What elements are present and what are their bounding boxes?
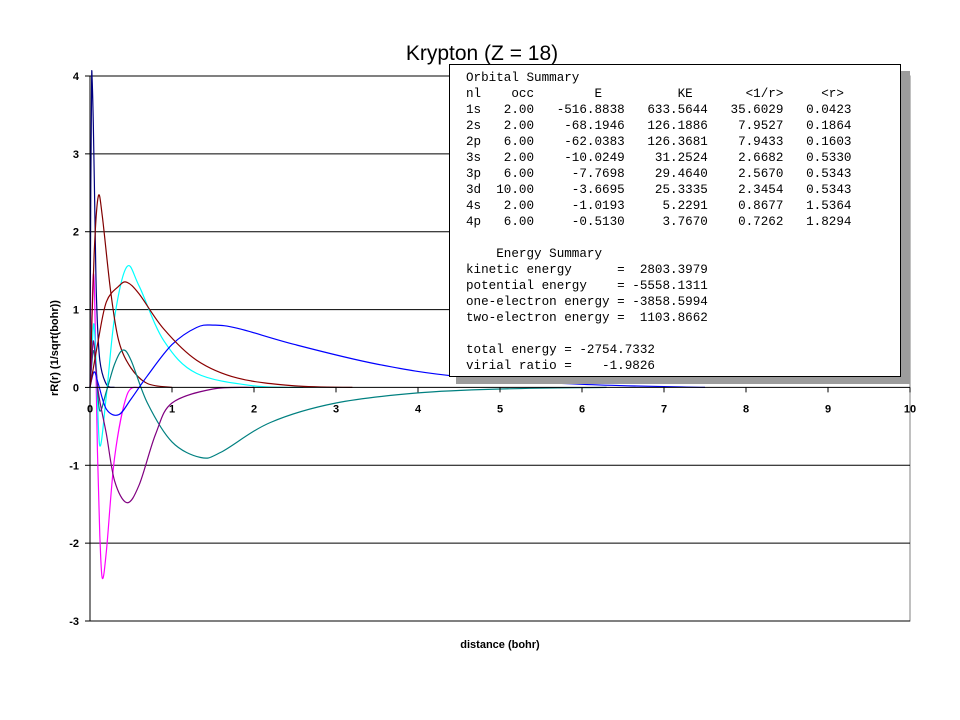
series-line [89, 281, 353, 388]
y-tick-label: 3 [73, 149, 79, 161]
orbital-summary-box: Orbital Summary nl occ E KE <1/r> <r> 1s… [449, 64, 901, 377]
x-tick-label: 2 [251, 403, 257, 415]
x-tick-label: 7 [661, 403, 667, 415]
series-line [89, 194, 173, 388]
y-tick-label: -2 [69, 538, 79, 550]
x-axis-label: distance (bohr) [460, 639, 540, 651]
y-axis-label: rR(r) (1/sqrt(bohr)) [49, 300, 61, 396]
x-tick-label: 6 [579, 403, 585, 415]
axes [85, 75, 911, 622]
y-tick-label: 2 [73, 227, 79, 239]
x-tick-label: 4 [415, 403, 422, 415]
x-tick-label: 1 [169, 403, 175, 415]
y-tick-label: -1 [69, 460, 79, 472]
x-tick-label: 8 [743, 403, 749, 415]
y-tick-label: 4 [73, 71, 80, 83]
series-line [89, 340, 255, 504]
x-tick-label: 3 [333, 403, 339, 415]
x-tick-label: 0 [87, 403, 93, 415]
y-tick-label: 0 [73, 382, 79, 394]
x-tick-label: 10 [904, 403, 916, 415]
y-tick-label: 1 [73, 305, 79, 317]
x-tick-label: 9 [825, 403, 831, 415]
summary-text: Orbital Summary nl occ E KE <1/r> <r> 1s… [466, 71, 852, 373]
chart-title: Krypton (Z = 18) [406, 42, 558, 65]
series-line [89, 70, 115, 389]
y-tick-label: -3 [69, 616, 79, 628]
x-tick-label: 5 [497, 403, 503, 415]
